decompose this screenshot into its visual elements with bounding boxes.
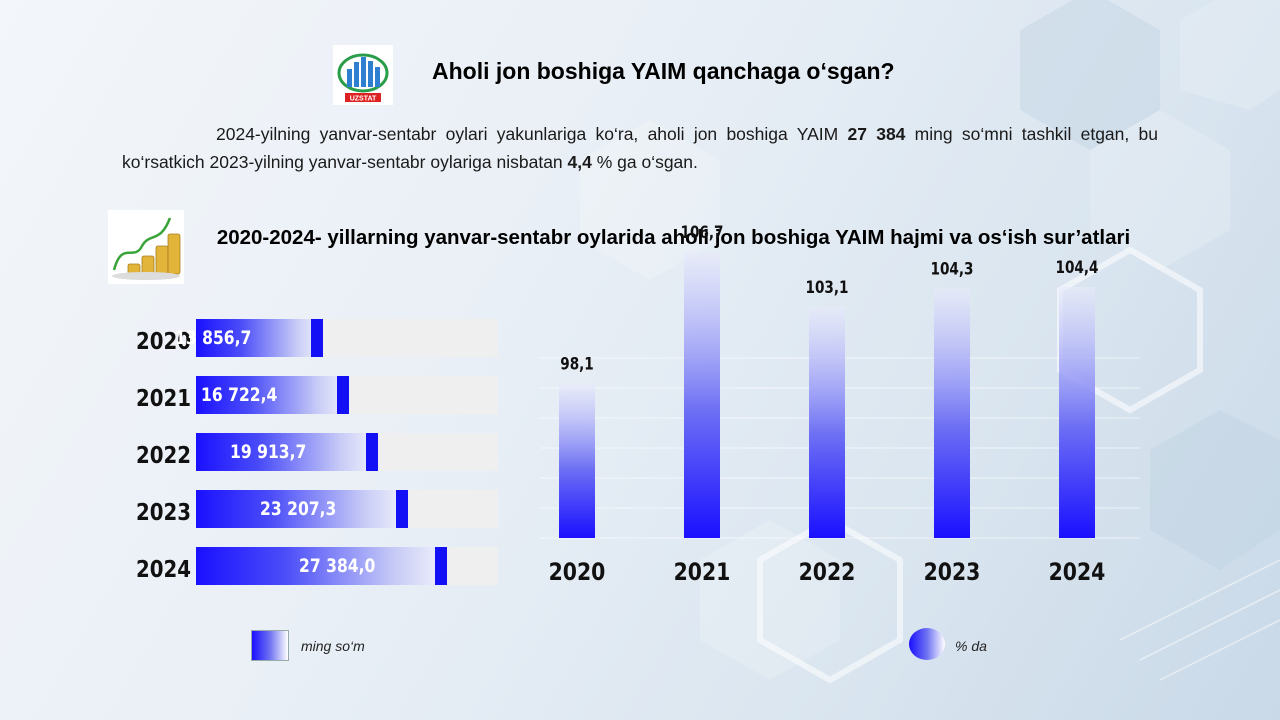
page-title: Aholi jon boshiga YAIM qanchaga o‘sgan? — [432, 58, 895, 84]
hbar-value-label-2020: 13 856,7 — [175, 327, 252, 349]
vbar-x-tick-2024: 2024 — [1049, 558, 1106, 586]
hbar-bar-end-2022 — [366, 433, 378, 471]
legend-swatch-percent — [909, 628, 945, 660]
intro-text-3: % ga o‘sgan. — [591, 152, 698, 172]
legend-swatch-ming-som — [251, 630, 289, 661]
intro-value-1: 27 384 — [847, 124, 906, 144]
coins-growth-icon — [108, 210, 184, 284]
hbar-value-label-2021: 16 722,4 — [201, 384, 278, 406]
vbar-bar-2023 — [934, 288, 970, 538]
vbar-value-label-2023: 104,3 — [931, 259, 974, 279]
hbar-year-label-2024: 2024 — [136, 557, 192, 583]
vbar-x-tick-2023: 2023 — [924, 558, 981, 586]
hbar-bar-end-2024 — [435, 547, 447, 585]
vbar-x-tick-2020: 2020 — [549, 558, 606, 586]
hbar-year-label-2022: 2022 — [136, 443, 192, 469]
chart-title: 2020-2024- yillarning yanvar-sentabr oyl… — [216, 226, 1131, 249]
vbar-x-tick-2021: 2021 — [674, 558, 731, 586]
vbar-value-label-2024: 104,4 — [1056, 258, 1099, 278]
hbar-bar-end-2023 — [396, 490, 408, 528]
vbar-value-label-2022: 103,1 — [806, 278, 849, 298]
vbar-bar-2020 — [559, 383, 595, 538]
uzstat-logo: UZSTAT — [333, 45, 393, 105]
intro-value-2: 4,4 — [567, 152, 592, 172]
vbar-x-tick-2022: 2022 — [799, 558, 856, 586]
hbar-year-label-2021: 2021 — [136, 386, 192, 412]
hbar-value-label-2023: 23 207,3 — [260, 498, 337, 520]
hbar-bar-2020 — [196, 319, 323, 357]
legend-label-percent: % da — [955, 638, 987, 654]
vbar-value-label-2020: 98,1 — [560, 354, 594, 374]
vertical-bar-chart: 98,1 2020 106,7 2021 103,1 2022 104,3 2023 104,4… — [540, 222, 1140, 586]
intro-text-1: 2024-yilning yanvar-sentabr oylari yakun… — [216, 124, 848, 144]
vbar-bar-2021 — [684, 251, 720, 538]
legend-label-ming-som: ming so‘m — [301, 638, 365, 654]
hbar-year-label-2020: 2020 — [136, 329, 192, 355]
hbar-year-label-2023: 2023 — [136, 500, 192, 526]
hbar-bar-2022 — [196, 433, 378, 471]
vbar-bar-2024 — [1059, 287, 1095, 538]
hbar-bar-end-2021 — [337, 376, 349, 414]
hbar-bar-2021 — [196, 376, 349, 414]
hbar-bar-2023 — [196, 490, 408, 528]
hbar-bar-end-2020 — [311, 319, 323, 357]
intro-text-2: ming so‘mni tashkil etgan, bu ko‘rsatkic… — [122, 124, 1158, 172]
vbar-bar-2022 — [809, 306, 845, 538]
hbar-value-label-2024: 27 384,0 — [299, 555, 376, 577]
vbar-value-label-2021: 106,7 — [681, 222, 724, 242]
svg-text:UZSTAT: UZSTAT — [350, 96, 377, 103]
intro-paragraph: 2024-yilning yanvar-sentabr oylari yakun… — [122, 120, 1158, 176]
hbar-bar-2024 — [196, 547, 447, 585]
hbar-value-label-2022: 19 913,7 — [230, 441, 307, 463]
